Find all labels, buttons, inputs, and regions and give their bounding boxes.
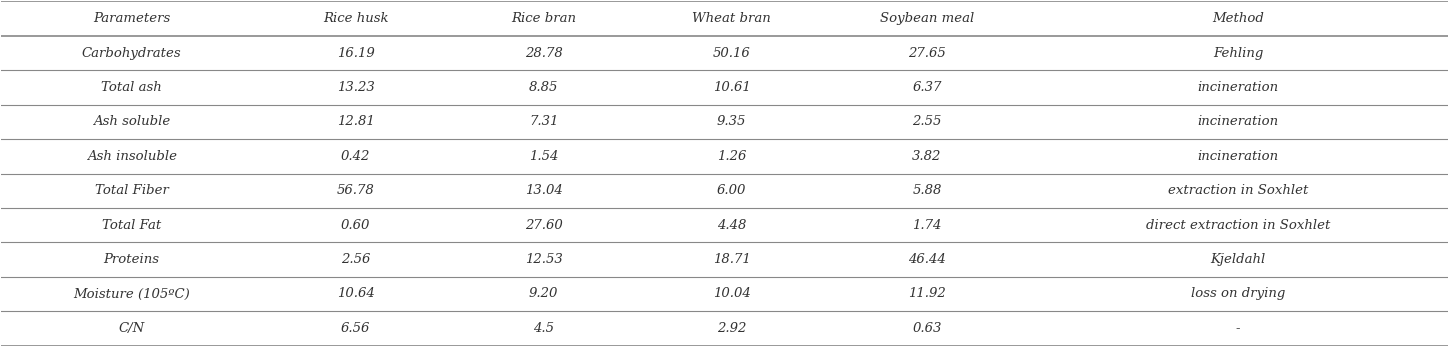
Text: 6.37: 6.37 — [913, 81, 942, 94]
Text: 46.44: 46.44 — [909, 253, 946, 266]
Text: 16.19: 16.19 — [336, 46, 375, 60]
Text: Total ash: Total ash — [101, 81, 162, 94]
Text: direct extraction in Soxhlet: direct extraction in Soxhlet — [1146, 219, 1330, 232]
Text: 50.16: 50.16 — [713, 46, 751, 60]
Text: incineration: incineration — [1197, 150, 1278, 163]
Text: Kjeldahl: Kjeldahl — [1210, 253, 1265, 266]
Text: 1.74: 1.74 — [913, 219, 942, 232]
Text: 2.56: 2.56 — [341, 253, 371, 266]
Text: 56.78: 56.78 — [336, 184, 375, 197]
Text: Total Fat: Total Fat — [101, 219, 161, 232]
Text: 4.5: 4.5 — [533, 322, 554, 335]
Text: C/N: C/N — [119, 322, 145, 335]
Text: 8.85: 8.85 — [529, 81, 558, 94]
Text: 13.23: 13.23 — [336, 81, 375, 94]
Text: 12.53: 12.53 — [525, 253, 562, 266]
Text: 7.31: 7.31 — [529, 115, 558, 128]
Text: loss on drying: loss on drying — [1191, 287, 1285, 301]
Text: 2.92: 2.92 — [717, 322, 746, 335]
Text: 5.88: 5.88 — [913, 184, 942, 197]
Text: 9.35: 9.35 — [717, 115, 746, 128]
Text: 11.92: 11.92 — [909, 287, 946, 301]
Text: Parameters: Parameters — [93, 12, 170, 25]
Text: 0.42: 0.42 — [341, 150, 371, 163]
Text: Total Fiber: Total Fiber — [94, 184, 168, 197]
Text: 1.54: 1.54 — [529, 150, 558, 163]
Text: 4.48: 4.48 — [717, 219, 746, 232]
Text: 0.63: 0.63 — [913, 322, 942, 335]
Text: 13.04: 13.04 — [525, 184, 562, 197]
Text: 2.55: 2.55 — [913, 115, 942, 128]
Text: Wheat bran: Wheat bran — [693, 12, 771, 25]
Text: extraction in Soxhlet: extraction in Soxhlet — [1168, 184, 1308, 197]
Text: Method: Method — [1211, 12, 1264, 25]
Text: Ash soluble: Ash soluble — [93, 115, 170, 128]
Text: 1.26: 1.26 — [717, 150, 746, 163]
Text: Soybean meal: Soybean meal — [880, 12, 974, 25]
Text: 0.60: 0.60 — [341, 219, 371, 232]
Text: Carbohydrates: Carbohydrates — [81, 46, 181, 60]
Text: 3.82: 3.82 — [913, 150, 942, 163]
Text: Moisture (105ºC): Moisture (105ºC) — [72, 287, 190, 301]
Text: 6.00: 6.00 — [717, 184, 746, 197]
Text: 27.65: 27.65 — [909, 46, 946, 60]
Text: incineration: incineration — [1197, 81, 1278, 94]
Text: 9.20: 9.20 — [529, 287, 558, 301]
Text: 28.78: 28.78 — [525, 46, 562, 60]
Text: 10.61: 10.61 — [713, 81, 751, 94]
Text: 6.56: 6.56 — [341, 322, 371, 335]
Text: 18.71: 18.71 — [713, 253, 751, 266]
Text: Rice bran: Rice bran — [511, 12, 577, 25]
Text: incineration: incineration — [1197, 115, 1278, 128]
Text: Proteins: Proteins — [103, 253, 159, 266]
Text: 27.60: 27.60 — [525, 219, 562, 232]
Text: Rice husk: Rice husk — [323, 12, 388, 25]
Text: Fehling: Fehling — [1213, 46, 1264, 60]
Text: 10.04: 10.04 — [713, 287, 751, 301]
Text: 12.81: 12.81 — [336, 115, 375, 128]
Text: 10.64: 10.64 — [336, 287, 375, 301]
Text: -: - — [1236, 322, 1240, 335]
Text: Ash insoluble: Ash insoluble — [87, 150, 177, 163]
